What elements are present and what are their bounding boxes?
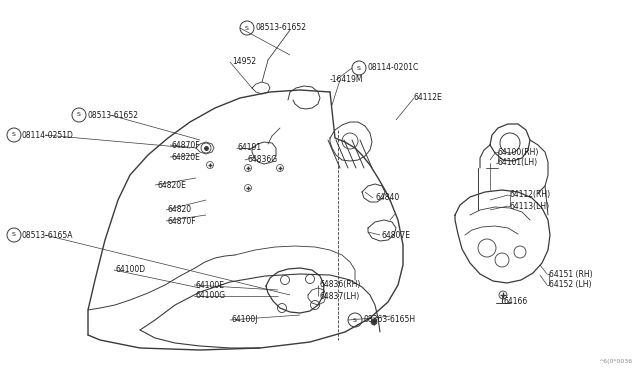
Text: S: S: [12, 132, 16, 138]
Text: 64870F: 64870F: [168, 217, 196, 225]
Text: 08363-6165H: 08363-6165H: [363, 315, 415, 324]
Text: 08513-61652: 08513-61652: [255, 23, 306, 32]
Text: 64113(LH): 64113(LH): [510, 202, 550, 211]
Text: 64112(RH): 64112(RH): [510, 190, 551, 199]
Text: 64836(RH): 64836(RH): [320, 280, 362, 289]
Text: 08513-6165A: 08513-6165A: [22, 231, 74, 240]
Text: 64837(LH): 64837(LH): [320, 292, 360, 301]
Text: 64152 (LH): 64152 (LH): [549, 280, 591, 289]
Text: 64101(LH): 64101(LH): [498, 158, 538, 167]
Text: 64807E: 64807E: [382, 231, 411, 240]
Text: 64191: 64191: [238, 144, 262, 153]
Text: 64820E: 64820E: [157, 180, 186, 189]
Text: -16419M: -16419M: [330, 76, 364, 84]
Text: 64151 (RH): 64151 (RH): [549, 269, 593, 279]
Text: S: S: [77, 112, 81, 118]
Text: 64100E: 64100E: [196, 280, 225, 289]
Text: 64100D: 64100D: [116, 266, 146, 275]
Text: S: S: [12, 232, 16, 237]
Text: 08114-0201C: 08114-0201C: [367, 64, 419, 73]
Text: 64820: 64820: [168, 205, 192, 215]
Text: S: S: [353, 317, 357, 323]
Text: 08114-0251D: 08114-0251D: [22, 131, 74, 140]
Text: 64112E: 64112E: [414, 93, 443, 103]
Text: 64166: 64166: [504, 298, 528, 307]
Text: 64836G: 64836G: [247, 155, 277, 164]
Text: 14952: 14952: [232, 58, 256, 67]
Text: 08513-61652: 08513-61652: [87, 110, 138, 119]
Text: 64100(RH): 64100(RH): [498, 148, 540, 157]
Text: 64840: 64840: [375, 193, 399, 202]
Text: 64870F: 64870F: [172, 141, 200, 150]
Text: S: S: [357, 65, 361, 71]
Text: 64100G: 64100G: [196, 292, 226, 301]
Text: ^6(0*0036: ^6(0*0036: [598, 359, 632, 364]
Text: 64820E: 64820E: [172, 153, 201, 161]
Text: 64100J: 64100J: [232, 315, 259, 324]
Text: S: S: [245, 26, 249, 31]
Circle shape: [371, 319, 377, 325]
